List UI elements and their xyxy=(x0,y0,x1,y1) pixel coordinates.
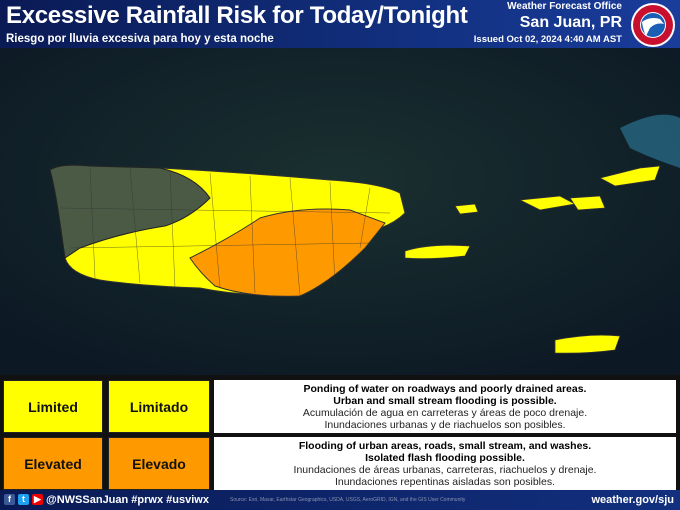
st-croix-island xyxy=(554,334,621,354)
bvi-islands xyxy=(598,165,661,187)
desc-line: Flooding of urban areas, roads, small st… xyxy=(298,440,592,452)
st-john-island xyxy=(569,195,606,211)
desc-line: Isolated flash flooding possible. xyxy=(365,452,525,464)
elevated-en-label: Elevated xyxy=(3,437,103,490)
social-handles: @NWSSanJuan #prwx #usviwx xyxy=(46,494,209,506)
elevated-risk-area xyxy=(189,208,386,297)
shallow-water xyxy=(620,114,680,168)
limited-es-label: Limitado xyxy=(108,380,210,433)
office-label: Weather Forecast Office xyxy=(507,1,622,12)
no-risk-area xyxy=(49,164,211,259)
elevated-es-label: Elevado xyxy=(108,437,210,490)
issued-time: Issued Oct 02, 2024 4:40 AM AST xyxy=(473,34,622,45)
header: Excessive Rainfall Risk for Today/Tonigh… xyxy=(0,0,680,48)
vieques-island xyxy=(404,244,471,260)
office-city: San Juan, PR xyxy=(519,14,622,31)
limited-en-label: Limited xyxy=(3,380,103,433)
nws-logo-icon xyxy=(631,3,675,47)
municipality-borders xyxy=(59,167,391,297)
desc-line: Inundaciones urbanas y de riachuelos son… xyxy=(324,419,566,431)
culebra-island xyxy=(454,203,479,215)
map-credit: Source: Esri, Maxar, Earthstar Geographi… xyxy=(230,497,466,503)
desc-line: Acumulación de agua en carreteras y área… xyxy=(302,407,588,419)
desc-line: Urban and small stream flooding is possi… xyxy=(333,395,557,407)
rainfall-risk-map xyxy=(0,48,680,375)
puerto-rico xyxy=(49,164,406,297)
website-link[interactable]: weather.gov/sju xyxy=(591,494,674,506)
limited-description: Ponding of water on roadways and poorly … xyxy=(214,380,676,433)
risk-legend: Limited Limitado Ponding of water on roa… xyxy=(0,375,680,490)
youtube-icon[interactable]: ▶ xyxy=(32,494,43,505)
page-subtitle: Riesgo por lluvia excesiva para hoy y es… xyxy=(6,33,274,45)
elevated-description: Flooding of urban areas, roads, small st… xyxy=(214,437,676,490)
desc-line: Inundaciones de áreas urbanas, carretera… xyxy=(293,464,597,476)
desc-line: Inundaciones repentinas aisladas son pos… xyxy=(334,476,556,488)
footer: f t ▶ @NWSSanJuan #prwx #usviwx Source: … xyxy=(0,490,680,510)
facebook-icon[interactable]: f xyxy=(4,494,15,505)
twitter-icon[interactable]: t xyxy=(18,494,29,505)
page-title: Excessive Rainfall Risk for Today/Tonigh… xyxy=(6,2,468,29)
desc-line: Ponding of water on roadways and poorly … xyxy=(303,383,587,395)
